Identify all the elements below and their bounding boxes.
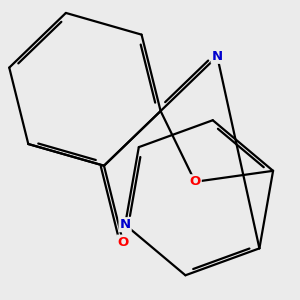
Text: N: N (212, 50, 223, 63)
Text: O: O (190, 175, 201, 188)
Text: O: O (117, 236, 129, 249)
Text: N: N (120, 218, 131, 231)
